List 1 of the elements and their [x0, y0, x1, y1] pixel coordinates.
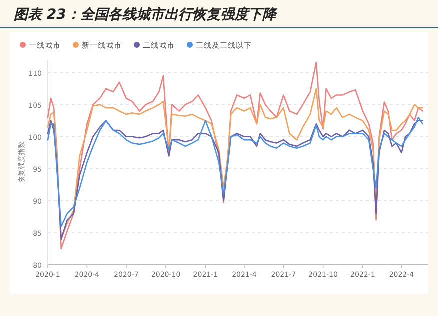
chart-title: 图表 23：全国各线城市出行恢复强度下降 — [14, 6, 278, 23]
